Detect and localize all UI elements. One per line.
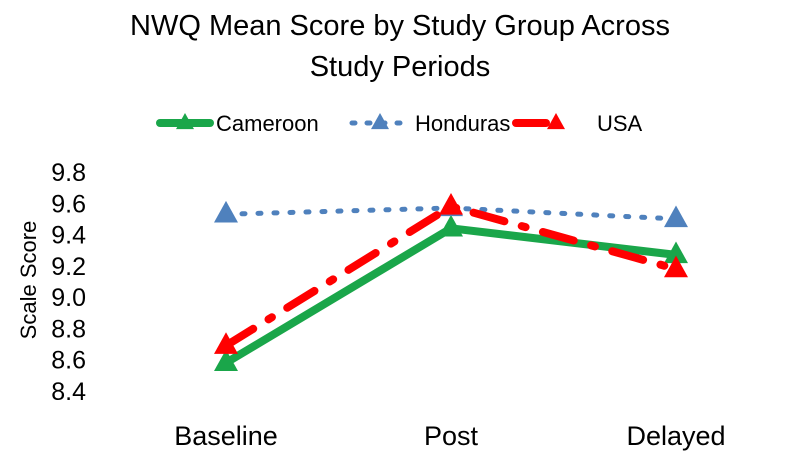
- series-line-cameroon: [222, 224, 680, 367]
- y-tick-label: 9.4: [51, 222, 86, 250]
- legend-marker-cameroon: [176, 112, 194, 130]
- legend-item-cameroon: Cameroon: [156, 111, 319, 136]
- series-usa: [214, 193, 688, 354]
- y-tick-label: 9.8: [51, 159, 86, 187]
- data-point-usa: [664, 255, 688, 278]
- y-tick-label: 8.8: [51, 315, 86, 343]
- data-point-usa: [439, 193, 463, 215]
- y-tick-label: 9.0: [51, 284, 86, 312]
- legend: Cameroon Honduras USA: [156, 111, 643, 136]
- legend-marker-usa: [547, 112, 565, 130]
- data-point-usa: [214, 332, 238, 354]
- legend-label-honduras: Honduras: [415, 111, 510, 136]
- y-tick-label: 8.6: [51, 347, 86, 375]
- chart-title: NWQ Mean Score by Study Group Across Stu…: [0, 6, 800, 88]
- x-tick-label: Post: [424, 421, 479, 451]
- y-axis-title: Scale Score: [16, 221, 41, 340]
- x-tick-label: Delayed: [626, 421, 725, 451]
- y-tick-label: 8.4: [51, 378, 86, 406]
- series-layer: [214, 193, 688, 372]
- series-cameroon: [214, 214, 688, 372]
- x-axis: Baseline Post Delayed: [174, 421, 725, 451]
- y-tick-label: 9.2: [51, 253, 86, 281]
- data-point-honduras: [214, 200, 238, 223]
- y-axis: 9.8 9.6 9.4 9.2 9.0 8.8 8.6 8.4: [51, 159, 86, 406]
- chart-title-line-2: Study Periods: [309, 51, 491, 83]
- chart-title-line-1: NWQ Mean Score by Study Group Across: [130, 10, 670, 42]
- legend-marker-honduras: [371, 112, 389, 130]
- data-point-cameroon: [439, 214, 463, 237]
- data-point-honduras: [664, 205, 688, 228]
- legend-label-usa: USA: [597, 111, 643, 136]
- data-point-cameroon: [664, 241, 688, 264]
- data-point-cameroon: [214, 349, 238, 372]
- x-tick-label: Baseline: [174, 421, 278, 451]
- y-tick-label: 9.6: [51, 190, 86, 218]
- legend-item-usa: USA: [512, 111, 643, 136]
- legend-label-cameroon: Cameroon: [216, 111, 319, 136]
- legend-item-honduras: Honduras: [349, 111, 510, 136]
